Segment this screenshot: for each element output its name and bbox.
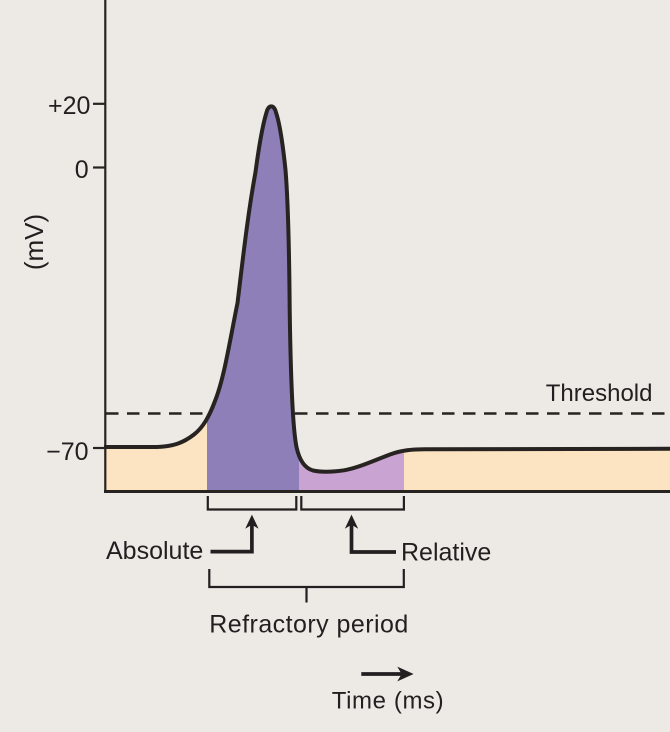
svg-text:Time (ms): Time (ms) (332, 688, 445, 715)
svg-text:Threshold: Threshold (546, 380, 653, 407)
svg-text:(mV): (mV) (19, 214, 49, 270)
svg-text:−70: −70 (46, 438, 88, 466)
svg-text:0: 0 (75, 156, 89, 184)
svg-text:Absolute: Absolute (106, 537, 203, 565)
svg-text:+20: +20 (48, 92, 90, 120)
svg-text:Refractory period: Refractory period (209, 610, 408, 638)
svg-text:Relative: Relative (401, 538, 491, 566)
